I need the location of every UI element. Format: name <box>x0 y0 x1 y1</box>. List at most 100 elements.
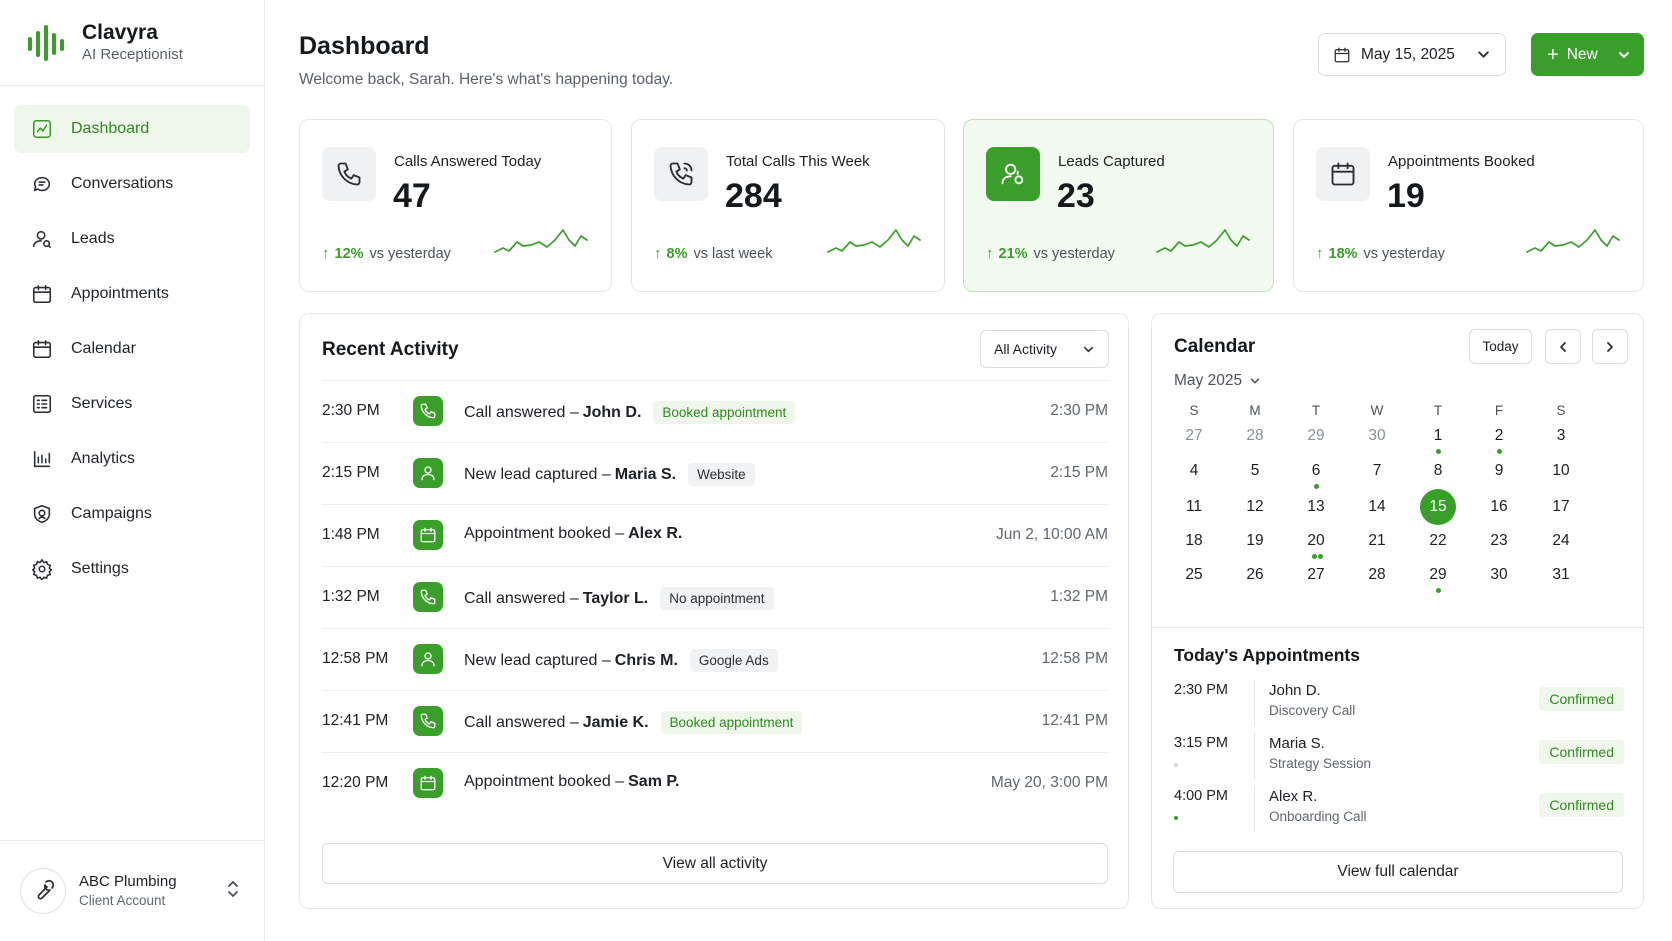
sidebar-item-calendar[interactable]: Calendar <box>14 325 250 373</box>
calendar-day[interactable]: 10 <box>1552 462 1570 479</box>
next-month-button[interactable] <box>1592 329 1628 364</box>
calendar-icon <box>413 520 443 550</box>
stat-card-leads[interactable]: Leads Captured 23 ↑ 21% vs yesterday <box>963 119 1274 292</box>
activity-row[interactable]: 1:48 PM Appointment booked – Alex R. Jun 2,… <box>322 504 1108 566</box>
calendar-day[interactable]: 14 <box>1368 498 1386 515</box>
calendar-day[interactable]: 26 <box>1246 566 1264 583</box>
activity-filter-select[interactable]: All Activity <box>980 330 1109 368</box>
calendar-day[interactable]: 28 <box>1246 427 1264 444</box>
calendar-day[interactable]: 30 <box>1368 427 1386 444</box>
appointment-item[interactable]: 4:00 PM Alex R. Onboarding Call Confirmed <box>1174 786 1624 832</box>
sparkline <box>1156 229 1250 253</box>
calendar-day[interactable]: 3 <box>1556 427 1566 444</box>
calendar-day[interactable]: 28 <box>1368 566 1386 583</box>
divider <box>1254 786 1255 832</box>
recent-activity-panel: Recent Activity All Activity 2:30 PM Call… <box>299 313 1129 909</box>
activity-row[interactable]: 2:30 PM Call answered – John D. Booked appo… <box>322 380 1108 442</box>
calendar-day[interactable]: 2 <box>1494 427 1504 444</box>
calendar-day[interactable]: 7 <box>1372 462 1382 479</box>
calendar-day[interactable]: 31 <box>1552 566 1570 583</box>
brand[interactable]: Clavyra AI Receptionist <box>0 0 264 86</box>
chevron-down-icon <box>1478 51 1489 58</box>
calendar-day[interactable]: 16 <box>1490 498 1508 515</box>
calendar-day[interactable]: 23 <box>1490 532 1508 549</box>
new-label: New <box>1566 45 1598 63</box>
calendar-day[interactable]: 27 <box>1307 566 1325 583</box>
activity-row[interactable]: 1:32 PM Call answered – Taylor L. No appoin… <box>322 566 1108 628</box>
stat-card-calls-today[interactable]: Calls Answered Today 47 ↑ 12% vs yesterday <box>299 119 612 292</box>
weekday-label: M <box>1249 403 1261 418</box>
view-all-activity-button[interactable]: View all activity <box>322 843 1108 884</box>
sidebar-item-conversations[interactable]: Conversations <box>14 160 250 208</box>
activity-text: Call answered – Jamie K. Booked appointmen… <box>464 711 803 734</box>
activity-time: 12:41 PM <box>322 712 389 729</box>
chat-icon <box>31 173 53 195</box>
calendar-day[interactable]: 6 <box>1311 462 1321 479</box>
calendar-day[interactable]: 1 <box>1433 427 1443 444</box>
chevron-down-icon <box>1084 346 1093 353</box>
calendar-day[interactable]: 24 <box>1552 532 1570 549</box>
calendar-day[interactable]: 13 <box>1307 498 1325 515</box>
calendar-day[interactable]: 4 <box>1189 462 1199 479</box>
todays-appointments-title: Today's Appointments <box>1174 645 1360 665</box>
chevron-right-icon <box>1607 341 1613 352</box>
activity-person: Chris M. <box>614 651 678 669</box>
activity-row[interactable]: 12:58 PM New lead captured – Chris M. Googl… <box>322 628 1108 690</box>
calendar-day[interactable]: 15 <box>1420 489 1456 525</box>
calendar-day[interactable]: 19 <box>1246 532 1264 549</box>
calendar-day[interactable]: 30 <box>1490 566 1508 583</box>
calendar-day[interactable]: 22 <box>1429 532 1447 549</box>
stat-card-calls-week[interactable]: Total Calls This Week 284 ↑ 8% vs last wee… <box>631 119 945 292</box>
calendar-day[interactable]: 29 <box>1307 427 1325 444</box>
calendar-day[interactable]: 8 <box>1433 462 1443 479</box>
brand-tagline: AI Receptionist <box>82 45 183 63</box>
appointment-item[interactable]: 2:30 PM John D. Discovery Call Confirmed <box>1174 680 1624 726</box>
appointment-name: John D. <box>1269 682 1321 699</box>
sidebar-item-leads[interactable]: Leads <box>14 215 250 263</box>
chevron-updown-icon[interactable] <box>226 877 240 901</box>
appointment-item[interactable]: 3:15 PM Maria S. Strategy Session Confirmed <box>1174 733 1624 779</box>
sidebar-item-appointments[interactable]: Appointments <box>14 270 250 318</box>
month-selector[interactable]: May 2025 <box>1174 372 1260 390</box>
panel-title: Calendar <box>1174 336 1256 357</box>
calendar-day[interactable]: 21 <box>1368 532 1386 549</box>
activity-person: Taylor L. <box>582 589 649 607</box>
sidebar-item-services[interactable]: Services <box>14 380 250 428</box>
calendar-day[interactable]: 27 <box>1185 427 1203 444</box>
calendar-day[interactable]: 18 <box>1185 532 1203 549</box>
stat-compare: vs yesterday <box>1363 245 1445 262</box>
sidebar-item-analytics[interactable]: Analytics <box>14 435 250 483</box>
prev-month-button[interactable] <box>1545 329 1581 364</box>
stat-card-appointments[interactable]: Appointments Booked 19 ↑ 18% vs yesterday <box>1293 119 1644 292</box>
calendar-day[interactable]: 25 <box>1185 566 1203 583</box>
date-picker-button[interactable]: May 15, 2025 <box>1318 33 1506 76</box>
sidebar-item-dashboard[interactable]: Dashboard <box>14 105 250 153</box>
appointment-name: Maria S. <box>1269 735 1325 752</box>
activity-action: New lead captured – <box>464 651 611 669</box>
calendar-day[interactable]: 5 <box>1250 462 1260 479</box>
calendar-day[interactable]: 9 <box>1494 462 1504 479</box>
calendar-icon <box>1334 47 1350 62</box>
activity-row[interactable]: 2:15 PM New lead captured – Maria S. Websit… <box>322 442 1108 504</box>
calendar-panel: Calendar Today May 2025 S M T W T F S 27 28 29 30 1… <box>1151 313 1644 909</box>
status-badge: Confirmed <box>1539 687 1624 711</box>
sidebar-item-settings[interactable]: Settings <box>14 545 250 593</box>
activity-row[interactable]: 12:41 PM Call answered – Jamie K. Booked ap… <box>322 690 1108 752</box>
activity-row[interactable]: 12:20 PM Appointment booked – Sam P. May 20… <box>322 752 1108 814</box>
calendar-day[interactable]: 11 <box>1185 498 1203 515</box>
view-full-calendar-button[interactable]: View full calendar <box>1173 851 1623 893</box>
activity-time: 12:20 PM <box>322 774 389 791</box>
activity-meta: 2:30 PM <box>1050 402 1108 419</box>
account-switcher[interactable]: ABC Plumbing Client Account <box>0 840 264 941</box>
plus-icon: + <box>1547 43 1559 66</box>
new-button[interactable]: + New <box>1531 33 1644 76</box>
calendar-day[interactable]: 17 <box>1552 498 1570 515</box>
event-dot <box>1318 554 1323 559</box>
today-button[interactable]: Today <box>1469 329 1532 364</box>
calendar-day[interactable]: 12 <box>1246 498 1264 515</box>
status-badge: Confirmed <box>1539 740 1624 764</box>
sidebar-item-label: Settings <box>71 560 129 577</box>
calendar-day[interactable]: 20 <box>1307 532 1325 549</box>
sidebar-item-campaigns[interactable]: Campaigns <box>14 490 250 538</box>
calendar-day[interactable]: 29 <box>1429 566 1447 583</box>
